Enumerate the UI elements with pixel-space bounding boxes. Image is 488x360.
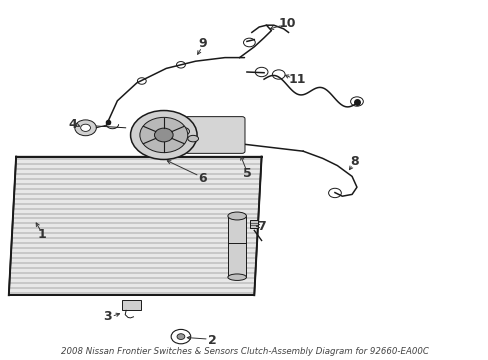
- FancyBboxPatch shape: [227, 216, 246, 277]
- FancyBboxPatch shape: [122, 300, 141, 310]
- Circle shape: [81, 124, 90, 131]
- Circle shape: [171, 329, 190, 344]
- Ellipse shape: [187, 135, 198, 142]
- Circle shape: [75, 120, 96, 136]
- Ellipse shape: [227, 212, 246, 220]
- FancyBboxPatch shape: [185, 117, 244, 153]
- Text: 3: 3: [103, 310, 112, 323]
- Text: 1: 1: [37, 228, 46, 240]
- Text: 10: 10: [278, 17, 296, 30]
- Polygon shape: [9, 157, 261, 295]
- Text: 9: 9: [198, 37, 207, 50]
- Text: 6: 6: [198, 172, 207, 185]
- Ellipse shape: [177, 127, 189, 135]
- FancyBboxPatch shape: [250, 220, 258, 228]
- Text: 7: 7: [257, 220, 265, 233]
- Text: 2008 Nissan Frontier Switches & Sensors Clutch-Assembly Diagram for 92660-EA00C: 2008 Nissan Frontier Switches & Sensors …: [61, 347, 427, 356]
- Circle shape: [130, 111, 197, 159]
- Text: 8: 8: [349, 156, 358, 168]
- Text: 4: 4: [68, 118, 77, 131]
- Text: 2: 2: [208, 334, 217, 347]
- Circle shape: [177, 334, 184, 339]
- Text: 11: 11: [287, 73, 305, 86]
- Circle shape: [140, 117, 187, 153]
- Circle shape: [154, 128, 173, 142]
- Ellipse shape: [227, 274, 246, 280]
- Text: 5: 5: [242, 167, 251, 180]
